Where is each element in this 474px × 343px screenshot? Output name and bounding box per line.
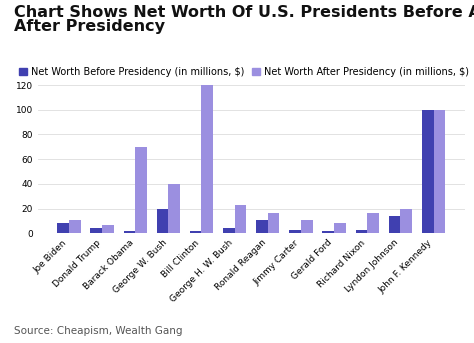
Bar	[91, 228, 102, 233]
Bar	[190, 232, 201, 233]
Text: Source: Cheapism, Wealth Gang: Source: Cheapism, Wealth Gang	[14, 326, 182, 336]
Bar	[157, 209, 168, 233]
Bar	[268, 213, 279, 233]
Bar	[389, 216, 401, 233]
Bar	[434, 110, 445, 233]
Bar	[356, 229, 367, 233]
Bar	[124, 232, 135, 233]
Bar	[201, 85, 213, 233]
Bar	[102, 225, 114, 233]
Legend: Net Worth Before Presidency (in millions, $), Net Worth After Presidency (in mil: Net Worth Before Presidency (in millions…	[19, 67, 469, 76]
Bar	[334, 223, 346, 233]
Bar	[401, 209, 412, 233]
Bar	[422, 110, 434, 233]
Text: After Presidency: After Presidency	[14, 19, 165, 34]
Bar	[367, 213, 379, 233]
Bar	[168, 184, 180, 233]
Bar	[135, 147, 147, 233]
Bar	[235, 205, 246, 233]
Bar	[57, 223, 69, 233]
Bar	[223, 228, 235, 233]
Text: Chart Shows Net Worth Of U.S. Presidents Before And: Chart Shows Net Worth Of U.S. Presidents…	[14, 5, 474, 20]
Bar	[256, 220, 268, 233]
Bar	[289, 229, 301, 233]
Bar	[322, 231, 334, 233]
Bar	[301, 220, 312, 233]
Bar	[69, 220, 81, 233]
